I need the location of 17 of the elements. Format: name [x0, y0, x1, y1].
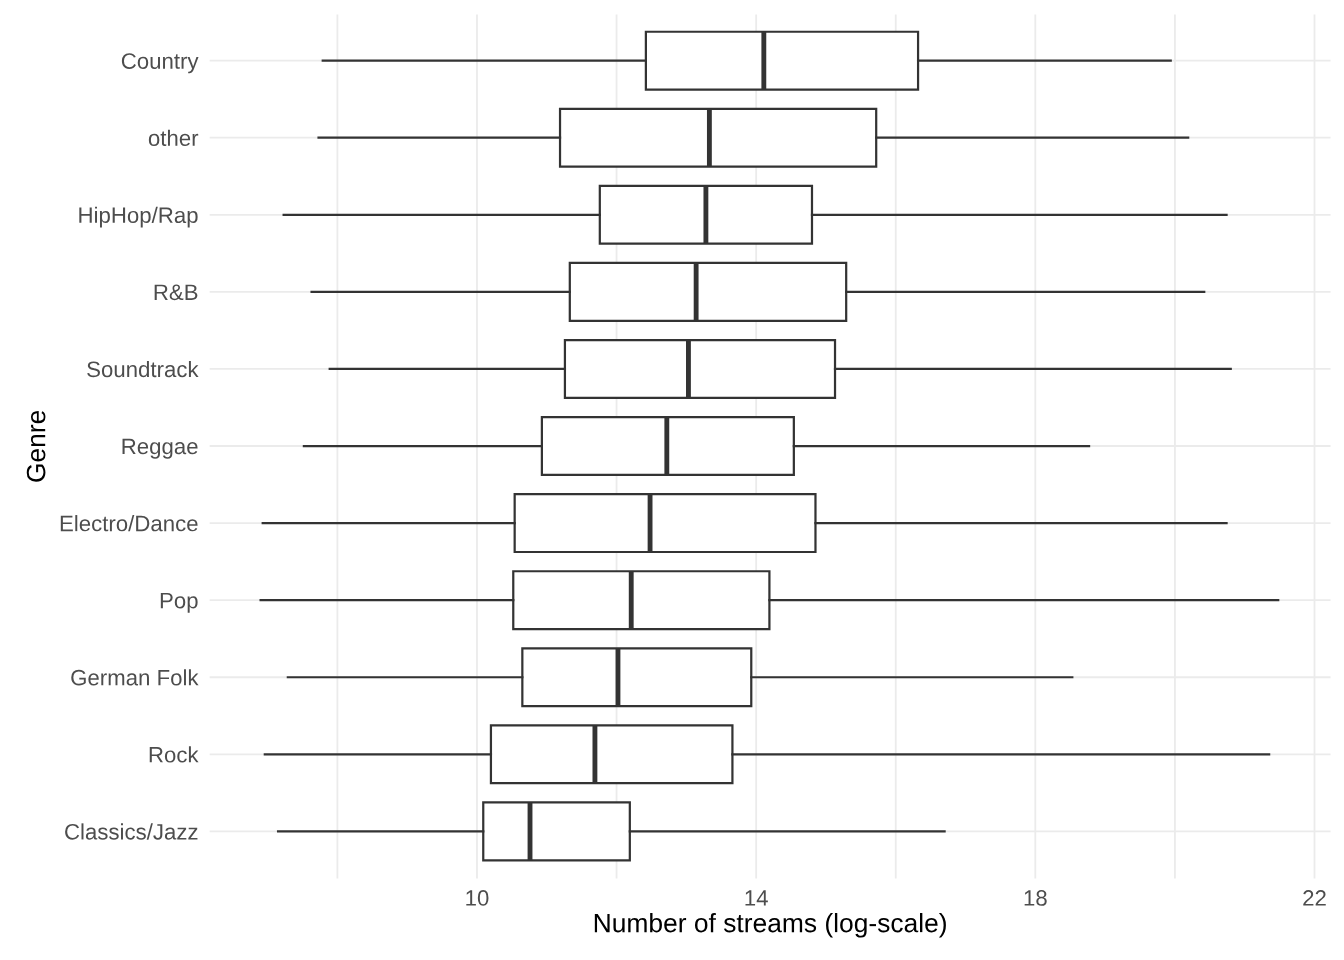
x-tick-label: 10 [466, 890, 489, 906]
y-tick-label: Electro/Dance [60, 515, 198, 532]
y-tick-label: Country [121, 53, 199, 74]
y-tick-label: Reggae [122, 438, 198, 459]
y-axis-title: Genre [26, 410, 46, 482]
x-tick-label: 14 [745, 890, 768, 906]
x-tick-label: 18 [1024, 890, 1047, 906]
y-tick-label: other [148, 129, 199, 146]
y-tick-label: Soundtrack [87, 360, 199, 378]
x-axis-title: Number of streams (log-scale) [594, 913, 946, 938]
y-tick-label: HipHop/Rap [79, 206, 198, 228]
y-tick-label: Rock [149, 746, 199, 763]
y-tick-label: R&B [154, 284, 198, 301]
x-tick-label: 22 [1303, 890, 1326, 906]
y-tick-label: Pop [160, 592, 198, 613]
y-tick-label: German Folk [71, 669, 199, 686]
y-tick-label: Classics/Jazz [65, 823, 198, 840]
